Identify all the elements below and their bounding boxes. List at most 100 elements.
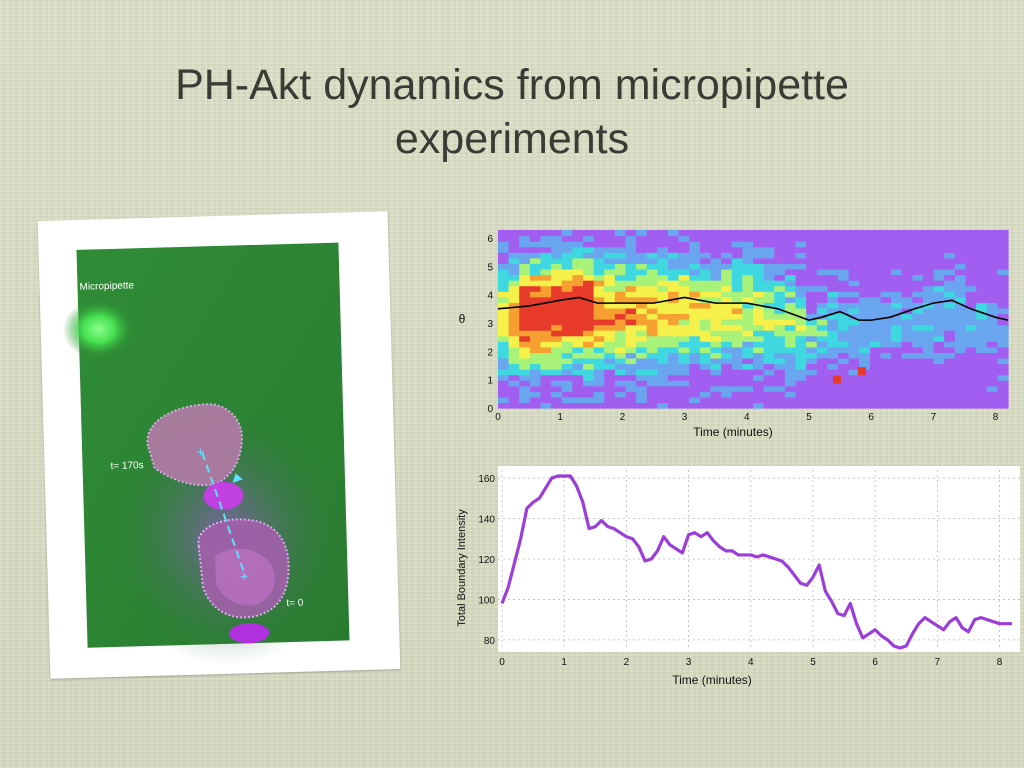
- heatmap-cell: [891, 302, 903, 309]
- heatmap-cell: [540, 363, 552, 370]
- heatmap-cell: [816, 391, 828, 398]
- heatmap-cell: [753, 257, 765, 264]
- heatmap-cell: [954, 319, 967, 326]
- heatmap-cell: [689, 380, 701, 387]
- heatmap-cell: [880, 246, 892, 253]
- heatmap-cell: [912, 369, 924, 376]
- heatmap-cell: [699, 369, 712, 376]
- heatmap-cell: [721, 252, 733, 259]
- heatmap-cell: [583, 313, 595, 320]
- heatmap-cell: [944, 324, 956, 331]
- heatmap-cell: [869, 230, 882, 237]
- heatmap-cell: [986, 263, 998, 270]
- heatmap-cell: [997, 280, 1009, 287]
- heatmap-cell: [625, 380, 637, 387]
- heatmap-cell: [976, 380, 988, 387]
- heatmap-cell: [625, 274, 637, 281]
- heatmap-cell: [912, 280, 924, 287]
- heatmap-cell: [774, 363, 786, 370]
- heatmap-cell: [933, 341, 945, 348]
- heatmap-cell: [593, 380, 605, 387]
- heatmap-cell: [986, 396, 998, 404]
- heatmap-cell: [901, 263, 913, 270]
- heatmap-cell: [923, 313, 935, 320]
- heatmap-cell: [965, 352, 977, 359]
- heatmap-x-tick: 8: [993, 412, 999, 423]
- heatmap-cell: [721, 346, 733, 353]
- heatmap-cell: [657, 263, 669, 270]
- heatmap-cell: [986, 391, 998, 398]
- heatmap-cell: [912, 357, 924, 365]
- heatmap-cell: [976, 391, 988, 398]
- heatmap-cell: [572, 246, 584, 253]
- heatmap-cell: [848, 285, 860, 292]
- heatmap-cell: [699, 257, 712, 264]
- heatmap-cell: [710, 374, 722, 381]
- heatmap-cell: [838, 274, 850, 281]
- heatmap-cell: [880, 357, 892, 365]
- heatmap-cell: [668, 268, 680, 276]
- heatmap-cell: [869, 319, 882, 326]
- heatmap-cell: [774, 396, 786, 404]
- heatmap-cell: [816, 252, 828, 259]
- heatmap-cell: [753, 335, 765, 342]
- heatmap-cell: [498, 274, 510, 281]
- heatmap-cell: [593, 346, 605, 353]
- heatmap-cell: [657, 357, 669, 365]
- heatmap-cell: [923, 324, 935, 331]
- heatmap-cell: [572, 324, 584, 331]
- heatmap-cell: [572, 302, 584, 309]
- heatmap-cell: [604, 285, 616, 292]
- heatmap-cell: [731, 380, 743, 387]
- heatmap-cell: [827, 385, 839, 392]
- heatmap-cell: [891, 341, 903, 348]
- heatmap-cell: [901, 330, 913, 337]
- heatmap-cell: [763, 252, 775, 259]
- heatmap-cell: [880, 302, 892, 309]
- heatmap-cell: [923, 363, 935, 370]
- heatmap-cell: [838, 385, 850, 392]
- heatmap-cell: [625, 391, 637, 398]
- heatmap-cell: [753, 280, 765, 287]
- heatmap-cell: [636, 291, 648, 298]
- heatmap-cell: [710, 230, 722, 237]
- heatmap-cell: [784, 246, 797, 253]
- heatmap-cell: [614, 324, 627, 331]
- heatmap-cell: [508, 307, 520, 315]
- heatmap-cell: [997, 274, 1009, 281]
- heatmap-cell: [699, 296, 712, 303]
- heatmap-cell: [997, 268, 1009, 276]
- heatmap-cell: [923, 268, 935, 276]
- title-line-1: PH-Akt dynamics from micropipette: [175, 61, 849, 109]
- heatmap-cell: [742, 252, 754, 259]
- heatmap-cell: [806, 396, 818, 404]
- heatmap-cell: [731, 363, 743, 370]
- heatmap-cell: [965, 280, 977, 287]
- heatmap-cell: [806, 307, 818, 315]
- heatmap-cell: [614, 307, 627, 315]
- heatmap-cell: [954, 369, 967, 376]
- heatmap-cell: [498, 313, 510, 320]
- heatmap-cell: [838, 291, 850, 298]
- heatmap-cell: [604, 313, 616, 320]
- heatmap-cell: [689, 257, 701, 264]
- heatmap-cell: [838, 285, 850, 292]
- heatmap-cell: [572, 268, 584, 276]
- heatmap-cell: [848, 357, 860, 365]
- heatmap-cell: [519, 302, 531, 309]
- heatmap-cell: [859, 307, 871, 315]
- heatmap-cell: [933, 263, 945, 270]
- heatmap-cell: [933, 235, 945, 242]
- heatmap-cell: [668, 307, 680, 315]
- heatmap-cell: [753, 268, 765, 276]
- heatmap-cell: [508, 291, 520, 298]
- heatmap-cell: [965, 241, 977, 248]
- heatmap-cell: [954, 235, 967, 242]
- heatmap-cell: [901, 230, 913, 237]
- heatmap-cell: [636, 357, 648, 365]
- heatmap-cell: [721, 341, 733, 348]
- heatmap-cell: [784, 352, 797, 359]
- heatmap-cell: [827, 396, 839, 404]
- heatmap-cell: [668, 396, 680, 404]
- heatmap-cell: [519, 341, 531, 348]
